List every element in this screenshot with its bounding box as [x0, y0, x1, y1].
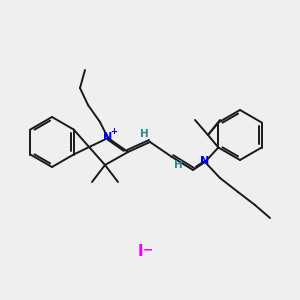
Text: H: H	[140, 129, 148, 139]
Text: H: H	[174, 160, 182, 170]
Text: N: N	[103, 132, 112, 142]
Text: N: N	[200, 156, 210, 166]
Text: −: −	[143, 244, 153, 256]
Text: I: I	[137, 244, 143, 260]
Text: +: +	[110, 128, 118, 136]
